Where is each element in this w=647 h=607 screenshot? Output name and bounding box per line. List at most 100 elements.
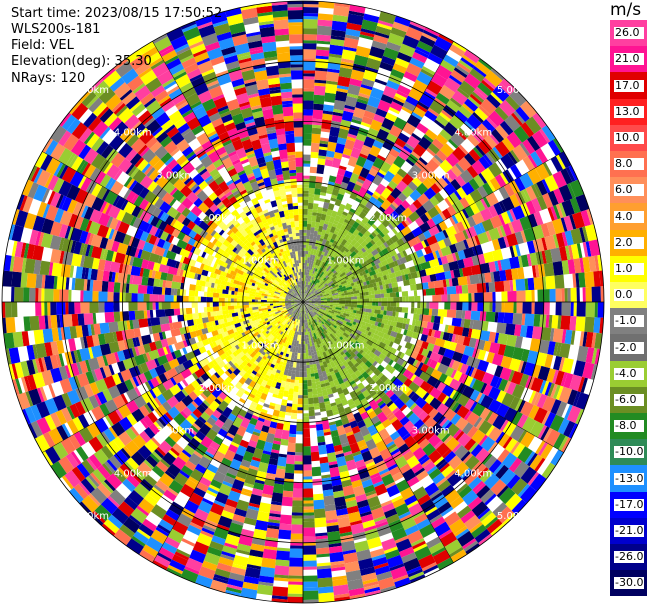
- range-gate: [470, 264, 482, 276]
- range-gate: [356, 352, 364, 360]
- range-gate: [406, 114, 422, 128]
- range-gate: [514, 192, 523, 206]
- range-gate: [260, 392, 268, 401]
- range-gate: [415, 255, 427, 265]
- range-gate: [313, 288, 316, 292]
- range-gate: [132, 434, 147, 450]
- range-gate: [428, 328, 433, 337]
- range-gate: [184, 431, 194, 441]
- range-gate: [378, 336, 383, 342]
- range-gate: [221, 306, 226, 311]
- range-gate: [384, 278, 392, 285]
- range-gate: [335, 277, 343, 283]
- range-gate: [268, 373, 275, 381]
- range-gate: [278, 389, 285, 394]
- range-gate: [531, 302, 535, 315]
- range-gate: [166, 395, 180, 409]
- range-gate: [454, 230, 466, 243]
- range-gate: [420, 68, 434, 78]
- range-gate: [198, 360, 205, 368]
- range-gate: [145, 536, 164, 553]
- range-gate: [167, 564, 184, 575]
- range-gate: [358, 175, 366, 182]
- range-gate: [323, 319, 329, 325]
- range-gate: [258, 430, 268, 442]
- range-gate: [353, 54, 369, 67]
- range-gate: [15, 378, 23, 395]
- range-gate: [193, 318, 198, 326]
- range-gate: [488, 459, 502, 474]
- range-gate: [56, 314, 61, 328]
- range-gate: [499, 225, 507, 237]
- range-gate: [404, 323, 409, 331]
- range-gate: [597, 254, 603, 271]
- range-gate: [336, 319, 344, 325]
- range-gate: [347, 398, 355, 407]
- range-gate: [271, 449, 280, 454]
- range-gate: [144, 438, 159, 454]
- range-gate: [92, 468, 107, 484]
- range-gate: [326, 190, 333, 195]
- range-gate: [268, 458, 279, 466]
- range-gate: [422, 414, 431, 424]
- range-gate: [373, 384, 380, 391]
- range-gate: [285, 341, 290, 348]
- range-gate: [394, 15, 411, 27]
- range-gate: [462, 256, 474, 268]
- range-gate: [316, 40, 331, 45]
- range-gate: [473, 416, 483, 428]
- range-gate: [342, 322, 346, 327]
- range-gate: [471, 159, 486, 175]
- range-gate: [263, 302, 270, 305]
- range-gate: [214, 372, 221, 379]
- range-gate: [286, 454, 295, 465]
- range-gate: [443, 237, 452, 247]
- range-gate: [477, 82, 493, 97]
- range-gate: [382, 284, 387, 290]
- range-gate: [295, 331, 299, 338]
- range-gate: [432, 322, 440, 331]
- range-gate: [321, 419, 330, 430]
- range-gate: [427, 107, 440, 117]
- range-gate: [239, 439, 250, 449]
- range-gate: [133, 395, 147, 409]
- range-gate: [494, 365, 504, 378]
- range-gate: [208, 400, 220, 412]
- range-gate: [221, 509, 235, 520]
- range-gate: [308, 397, 314, 405]
- range-gate: [353, 411, 364, 423]
- range-gate: [307, 294, 313, 299]
- range-gate: [311, 302, 316, 304]
- range-gate: [345, 365, 351, 371]
- range-gate: [282, 490, 294, 498]
- range-gate: [286, 317, 290, 321]
- range-gate: [227, 490, 241, 503]
- range-gate: [128, 310, 136, 321]
- range-gate: [316, 308, 320, 312]
- range-gate: [407, 412, 421, 426]
- range-gate: [417, 193, 430, 206]
- range-gate: [188, 492, 204, 506]
- range-gate: [454, 444, 469, 460]
- range-gate: [447, 294, 451, 302]
- range-gate: [448, 518, 466, 535]
- range-gate: [541, 410, 551, 425]
- range-gate: [341, 442, 350, 448]
- range-gate: [295, 443, 303, 453]
- range-gate: [314, 326, 319, 333]
- range-gate: [222, 480, 233, 488]
- range-gate: [8, 347, 21, 364]
- range-gate: [434, 380, 442, 389]
- range-gate: [303, 250, 306, 257]
- range-gate: [337, 353, 342, 358]
- range-gate: [503, 280, 511, 292]
- range-gate: [304, 331, 307, 336]
- range-gate: [388, 402, 398, 412]
- range-gate: [316, 321, 321, 328]
- range-gate: [348, 226, 357, 234]
- range-gate: [345, 223, 353, 232]
- range-gate: [539, 128, 551, 143]
- range-gate: [407, 529, 424, 544]
- range-gate: [201, 327, 209, 335]
- range-gate: [266, 321, 271, 325]
